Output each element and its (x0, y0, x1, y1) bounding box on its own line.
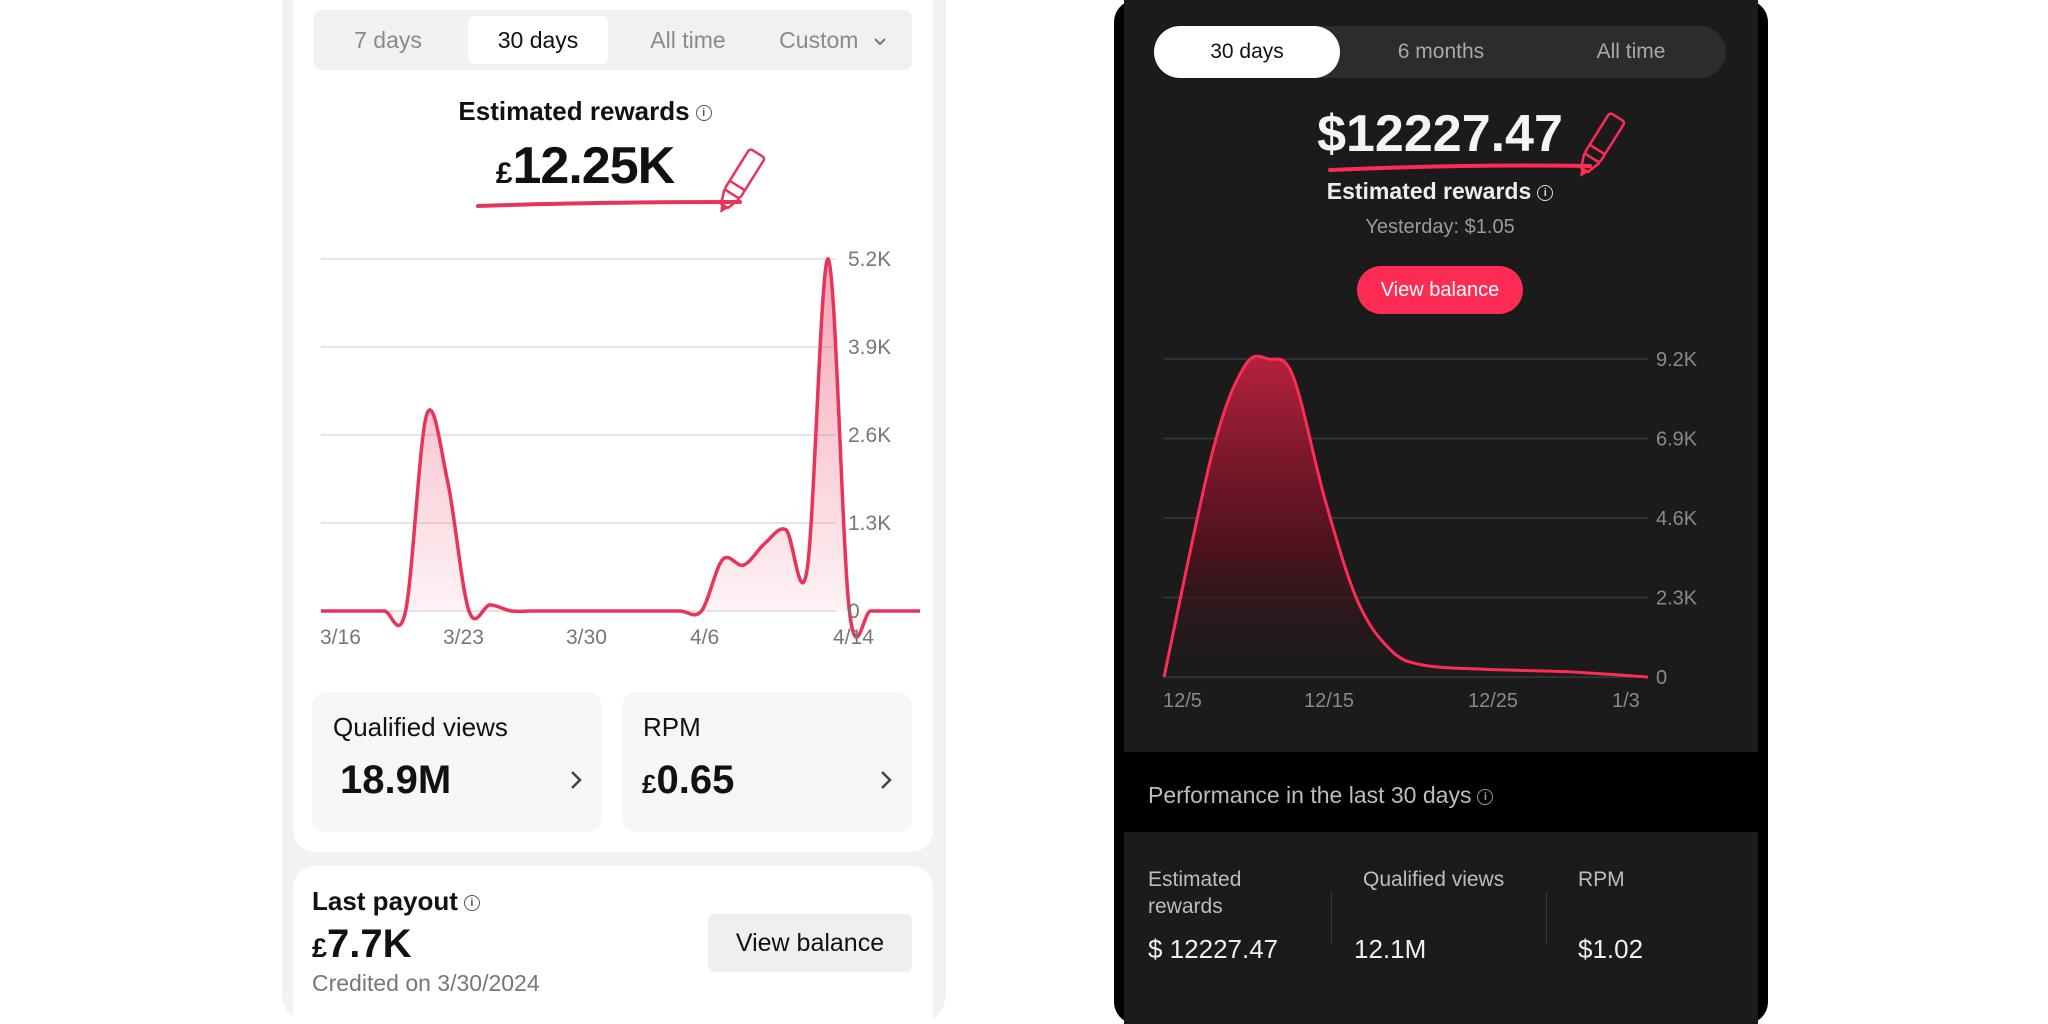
performance-stats-card (1124, 832, 1758, 1024)
rewards-amount: £12.25K (380, 136, 790, 196)
qualified-views-card[interactable]: Qualified views 18.9M (312, 692, 602, 832)
chevron-down-icon (874, 38, 886, 46)
y-tick-label: 2.3K (1656, 588, 1698, 610)
tab-30-days[interactable]: 30 days (1154, 26, 1340, 78)
view-balance-button[interactable]: View balance (708, 914, 912, 972)
stat-value-qualified-views: 12.1M (1354, 934, 1427, 964)
y-tick-label: 2.6K (848, 424, 891, 447)
credited-date: Credited on 3/30/2024 (312, 970, 540, 996)
metric-value: £0.65 (642, 758, 734, 803)
last-payout-title-text: Last payout (312, 886, 458, 916)
x-tick-label: 4/6 (690, 626, 719, 649)
x-tick-label: 12/25 (1468, 690, 1518, 712)
tab-custom-label: Custom (779, 27, 859, 53)
currency-symbol: £ (312, 933, 328, 963)
y-tick-label: 5.2K (848, 248, 891, 271)
chart-series-line (320, 257, 920, 639)
chart-area-fill (1164, 356, 1648, 677)
y-tick-label: 0 (1656, 667, 1667, 689)
chevron-right-icon (881, 771, 892, 789)
stat-label-qualified-views: Qualified views (1363, 868, 1505, 891)
metric-label: Qualified views (333, 712, 508, 742)
x-tick-label: 3/30 (566, 626, 607, 649)
marker-pen-icon (476, 148, 766, 213)
tab-all-time[interactable]: All time (1596, 40, 1666, 63)
tab-30-days[interactable]: 30 days (468, 16, 608, 64)
rpm-card[interactable]: RPM £0.65 (622, 692, 912, 832)
metric-value: 18.9M (340, 758, 452, 802)
y-tick-label: 1.3K (848, 512, 891, 535)
x-tick-label: 3/23 (443, 626, 484, 649)
tab-7-days[interactable]: 7 days (354, 27, 422, 53)
info-icon[interactable]: i (463, 895, 480, 912)
chevron-right-icon (571, 771, 582, 789)
rpm-value: 0.65 (656, 758, 735, 802)
rewards-title: Estimated rewards i (380, 96, 790, 127)
date-range-tabs-dark: 30 days 6 months All time (1154, 26, 1726, 78)
y-tick-label: 9.2K (1656, 349, 1698, 371)
performance-title: Performance in the last 30 days i (1148, 782, 1494, 809)
x-tick-label: 4/14 (833, 626, 874, 649)
divider (1331, 892, 1332, 944)
y-tick-label: 0 (848, 600, 860, 623)
rewards-value: 12.25K (512, 137, 676, 195)
view-balance-button[interactable]: View balance (1357, 266, 1523, 314)
tab-all-time[interactable]: All time (650, 27, 726, 53)
chart-series-line (1162, 354, 1649, 679)
y-tick-label: 6.9K (1656, 429, 1698, 451)
tab-custom[interactable]: Custom (760, 16, 906, 64)
rewards-title-text: Estimated rewards (458, 96, 690, 126)
currency-symbol: £ (642, 769, 657, 799)
yesterday-rewards: Yesterday: $1.05 (1365, 216, 1515, 238)
rewards-chart-dark: 0 2.3K 4.6K 6.9K 9.2K 12/5 12/15 12/25 1/3 (1162, 349, 1698, 712)
stat-value-rpm: $1.02 (1578, 934, 1644, 964)
x-tick-label: 12/15 (1304, 690, 1354, 712)
performance-title-text: Performance in the last 30 days (1148, 782, 1472, 808)
rewards-chart: 0 1.3K 2.6K 3.9K 5.2K 3/16 3/23 3/30 4/6 4/14 (320, 248, 920, 649)
y-tick-label: 4.6K (1656, 508, 1698, 530)
x-tick-label: 1/3 (1612, 690, 1640, 712)
marker-pen-icon (1328, 112, 1626, 177)
date-range-tabs: 7 days 30 days All time Custom (314, 10, 912, 70)
currency-symbol: £ (495, 157, 513, 190)
payout-value: 7.7K (327, 922, 412, 966)
tab-6-months[interactable]: 6 months (1397, 40, 1485, 63)
rewards-title-text: Estimated rewards (1326, 178, 1532, 204)
metric-label: RPM (643, 712, 701, 742)
chart-area-fill (321, 258, 920, 638)
info-icon[interactable]: i (695, 105, 712, 122)
divider (1546, 892, 1547, 944)
y-tick-label: 3.9K (848, 336, 891, 359)
info-icon[interactable]: i (1537, 184, 1554, 201)
x-tick-label: 3/16 (320, 626, 361, 649)
info-icon[interactable]: i (1477, 788, 1494, 805)
stat-value-estimated-rewards: $ 12227.47 (1148, 934, 1279, 964)
stat-label-estimated-rewards: Estimated rewards (1148, 868, 1242, 918)
last-payout-amount: £7.7K (312, 922, 412, 967)
last-payout-title: Last payout i (312, 886, 480, 917)
stat-label-rpm: RPM (1578, 868, 1625, 891)
rewards-title-dark: Estimated rewards i (1200, 178, 1680, 205)
x-tick-label: 12/5 (1163, 690, 1202, 712)
rewards-value-dark: $12227.47 (1317, 105, 1563, 163)
